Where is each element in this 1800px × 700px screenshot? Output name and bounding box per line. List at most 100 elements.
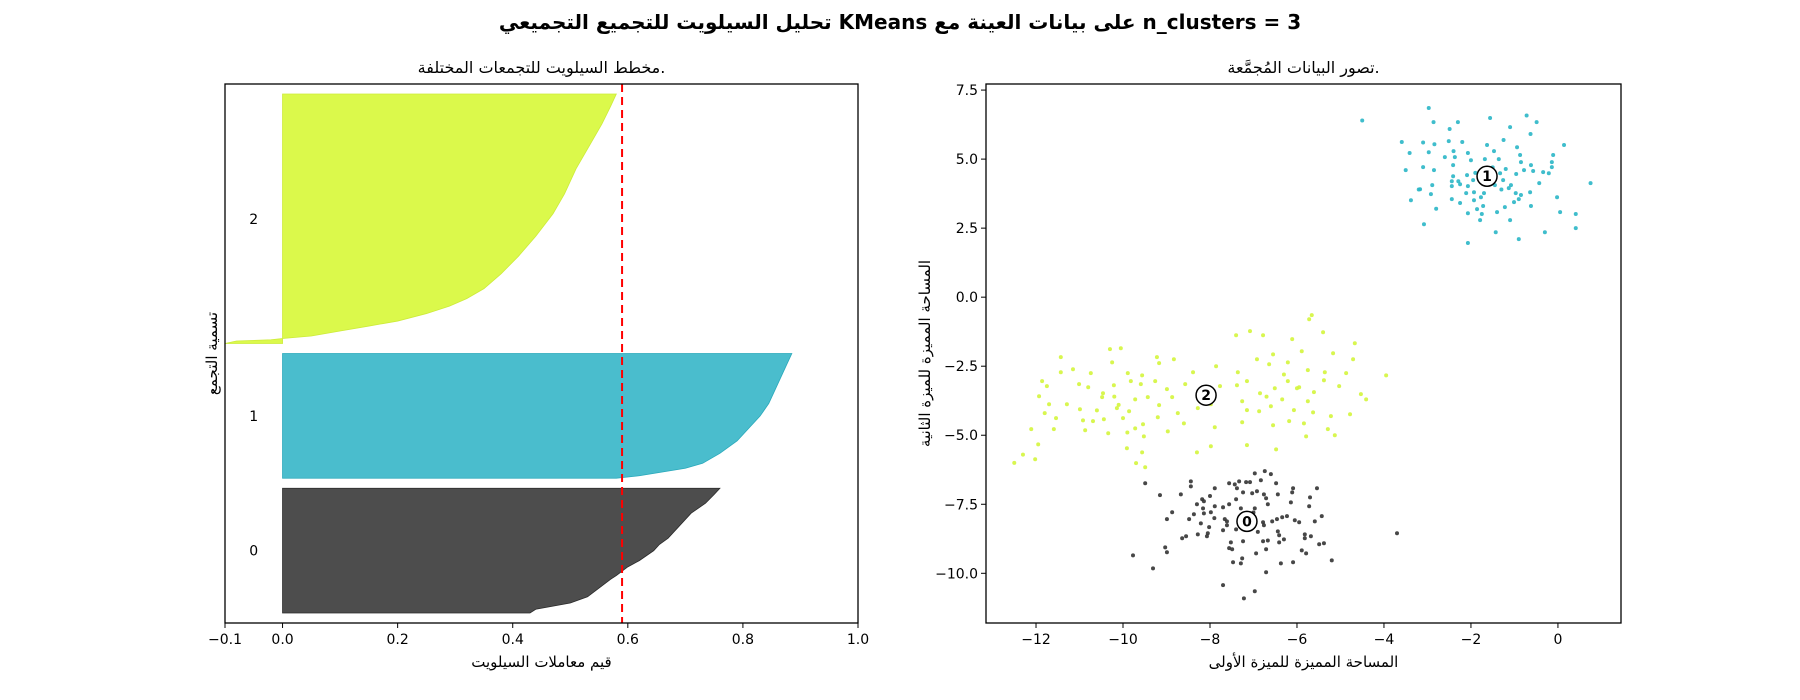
data-point [1508, 125, 1513, 130]
data-point [1140, 450, 1145, 455]
data-point [1267, 362, 1272, 367]
cluster-label-2: 2 [249, 212, 258, 228]
data-point [1155, 415, 1160, 420]
data-point [1294, 386, 1299, 391]
data-point [1465, 211, 1470, 216]
data-point [1428, 192, 1433, 197]
data-point [1522, 168, 1527, 173]
data-point [1244, 443, 1249, 448]
cluster-center-marker [1195, 384, 1217, 406]
data-point [1421, 222, 1426, 227]
silhouette-plot-title: مخطط السيلويت للتجمعات المختلفة. [417, 58, 666, 77]
data-point [1106, 431, 1111, 436]
data-point [1107, 347, 1112, 352]
cluster-label-1: 1 [249, 409, 258, 425]
data-point [1274, 517, 1279, 522]
data-point [1498, 171, 1503, 176]
data-point [1465, 151, 1470, 156]
data-point [1280, 515, 1285, 520]
data-point [1244, 480, 1249, 485]
data-point [1088, 371, 1093, 376]
data-point [1319, 514, 1324, 519]
data-point [1164, 550, 1169, 555]
data-point [1240, 556, 1245, 561]
data-point [1077, 407, 1082, 412]
y-tick-label: −2.5 [944, 359, 978, 375]
data-point [1358, 392, 1363, 397]
data-point [1111, 383, 1116, 388]
cluster-scatter-plot: 0 1 2 −12 −10 −8 −6 −4 −2 0 7.5 5.0 2.5 0.0 −2.5 −5.0 −7… [916, 83, 1622, 671]
data-point [1311, 410, 1316, 415]
data-point [1244, 408, 1249, 413]
x-tick-label: 0.2 [387, 632, 409, 648]
x-tick-label: 0 [1553, 632, 1562, 648]
data-point [1360, 118, 1365, 123]
data-point [1234, 497, 1239, 502]
data-point [1281, 537, 1286, 542]
data-point [1515, 145, 1520, 150]
data-point [1501, 138, 1506, 143]
data-point [1033, 457, 1038, 462]
data-point [1077, 382, 1082, 387]
x-axis-label: قيم معاملات السيلويت [471, 653, 611, 671]
data-point [1516, 197, 1521, 202]
cluster-center-label: 1 [1482, 169, 1492, 185]
data-point [1114, 406, 1119, 411]
data-point [1241, 490, 1246, 495]
data-point [1244, 379, 1249, 384]
data-point [1194, 450, 1199, 455]
data-point [1285, 379, 1290, 384]
data-point [1264, 570, 1269, 575]
y-tick-label: 2.5 [956, 221, 978, 237]
data-point [1241, 539, 1246, 544]
data-point [1127, 409, 1132, 414]
data-point [1201, 499, 1206, 504]
data-point [1307, 317, 1312, 322]
data-point [1274, 447, 1279, 452]
x-axis-label: المساحة المميزة للميزة الأولى [1209, 652, 1399, 671]
data-point [1153, 379, 1158, 384]
data-point [1447, 127, 1452, 132]
data-point [1044, 384, 1049, 389]
data-point [1090, 419, 1095, 424]
y-tick-label: 5.0 [956, 152, 978, 168]
data-point [1205, 531, 1210, 536]
data-point [1301, 421, 1306, 426]
data-point [1516, 237, 1521, 242]
data-point [1163, 545, 1168, 550]
data-point [1184, 534, 1189, 539]
data-point [1558, 210, 1563, 215]
data-point [1133, 426, 1138, 431]
data-point [1145, 395, 1150, 400]
data-point [1541, 170, 1546, 175]
cluster-points-0 [1131, 469, 1400, 601]
data-point [1070, 367, 1075, 372]
y-tick-label: −10.0 [935, 566, 978, 582]
data-point [1191, 512, 1196, 517]
x-tick-label: −0.1 [208, 632, 242, 648]
data-point [1133, 397, 1138, 402]
data-point [1304, 434, 1309, 439]
data-point [1460, 139, 1465, 144]
silhouette-cluster-1 [282, 353, 793, 479]
cluster-label-0: 0 [249, 544, 258, 560]
data-point [1588, 181, 1593, 186]
silhouette-cluster-2 [224, 93, 617, 344]
data-point [1240, 420, 1245, 425]
data-point [1212, 504, 1217, 509]
scatter-plot-title: تصور البيانات المُجمَّعة. [1227, 58, 1380, 77]
data-point [1321, 330, 1326, 335]
data-point [1348, 412, 1353, 417]
data-point [1456, 179, 1461, 184]
data-point [1181, 421, 1186, 426]
data-point [1248, 329, 1253, 334]
data-point [1214, 364, 1219, 369]
data-point [1528, 131, 1533, 136]
data-point [1352, 341, 1357, 346]
data-point [1012, 460, 1017, 465]
data-point [1481, 191, 1486, 196]
data-point [1291, 560, 1296, 565]
data-point [1482, 157, 1487, 162]
data-point [1036, 442, 1041, 447]
data-point [1234, 486, 1239, 491]
